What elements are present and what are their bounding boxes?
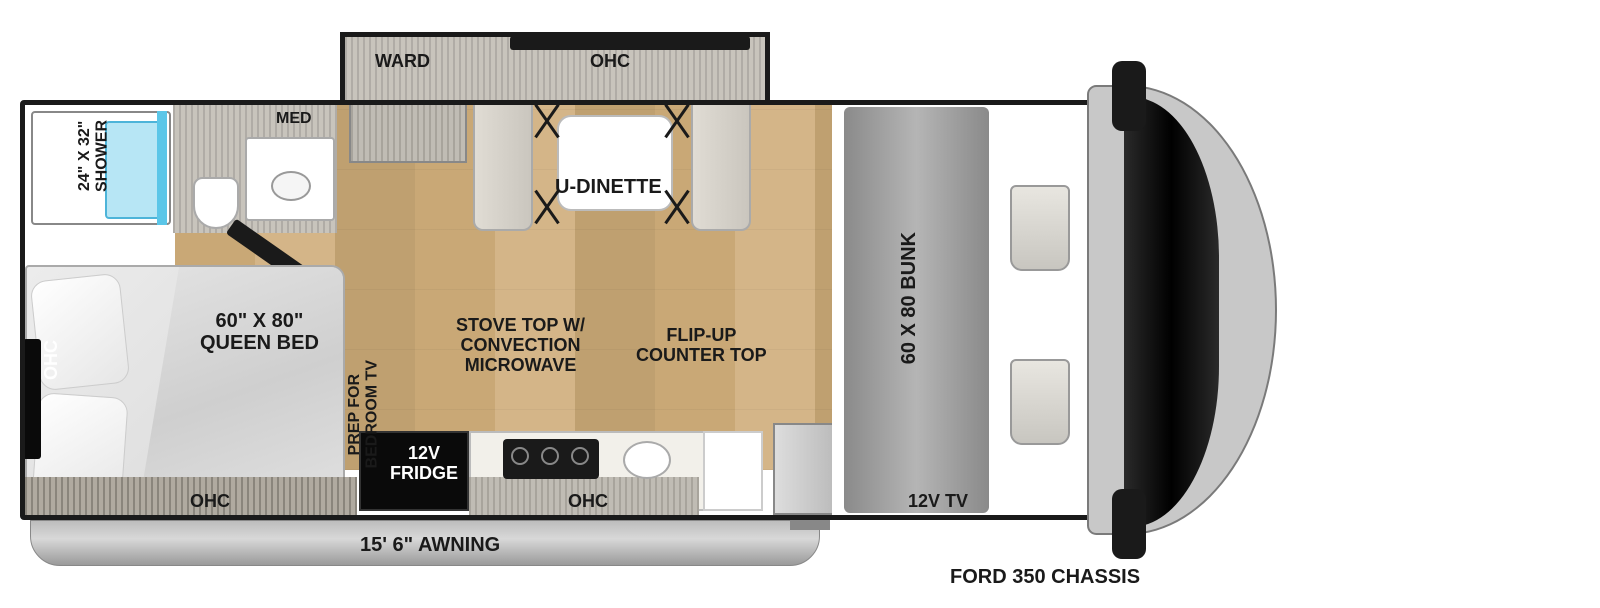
vanity xyxy=(245,137,335,221)
entry-door xyxy=(773,423,837,515)
front-tire-top xyxy=(1112,61,1146,131)
shower-door xyxy=(157,111,167,225)
kitchen-sink xyxy=(623,441,671,479)
label-ohc-left: OHC xyxy=(42,340,62,380)
entry-step xyxy=(790,520,830,530)
wardrobe xyxy=(349,100,467,163)
hood xyxy=(1087,85,1277,535)
label-bunk: 60 X 80 BUNK xyxy=(898,232,920,364)
label-stove: STOVE TOP W/ CONVECTION MICROWAVE xyxy=(456,316,585,375)
label-chassis: FORD 350 CHASSIS xyxy=(950,566,1140,588)
label-ohc-kitchen: OHC xyxy=(568,492,608,512)
label-fridge: 12V FRIDGE xyxy=(390,444,458,484)
slideout-window xyxy=(510,36,750,50)
driver-seat xyxy=(1010,185,1070,271)
label-ohc-bed-bottom: OHC xyxy=(190,492,230,512)
label-awning: 15' 6" AWNING xyxy=(360,534,500,556)
rear-window xyxy=(23,339,41,459)
label-med: MED xyxy=(276,110,312,128)
flip-up-counter xyxy=(703,431,763,511)
label-shower: 24" X 32" SHOWER xyxy=(76,120,111,192)
label-tv: 12V TV xyxy=(908,492,968,512)
label-ward: WARD xyxy=(375,52,430,72)
stovetop xyxy=(503,439,599,479)
label-prep-tv: PREP FOR BEDROOM TV xyxy=(346,360,381,468)
toilet xyxy=(193,177,239,229)
label-queen-bed: 60" X 80" QUEEN BED xyxy=(200,310,319,354)
label-flip-counter: FLIP-UP COUNTER TOP xyxy=(636,326,767,366)
label-ohc-top: OHC xyxy=(590,52,630,72)
rv-floorplan: WARD OHC MED 24" X 32" SHOWER U-DINETTE … xyxy=(20,20,1300,580)
u-dinette xyxy=(473,100,751,233)
windshield xyxy=(1124,97,1219,527)
front-tire-bottom xyxy=(1112,489,1146,559)
passenger-seat xyxy=(1010,359,1070,445)
label-u-dinette: U-DINETTE xyxy=(555,176,662,198)
